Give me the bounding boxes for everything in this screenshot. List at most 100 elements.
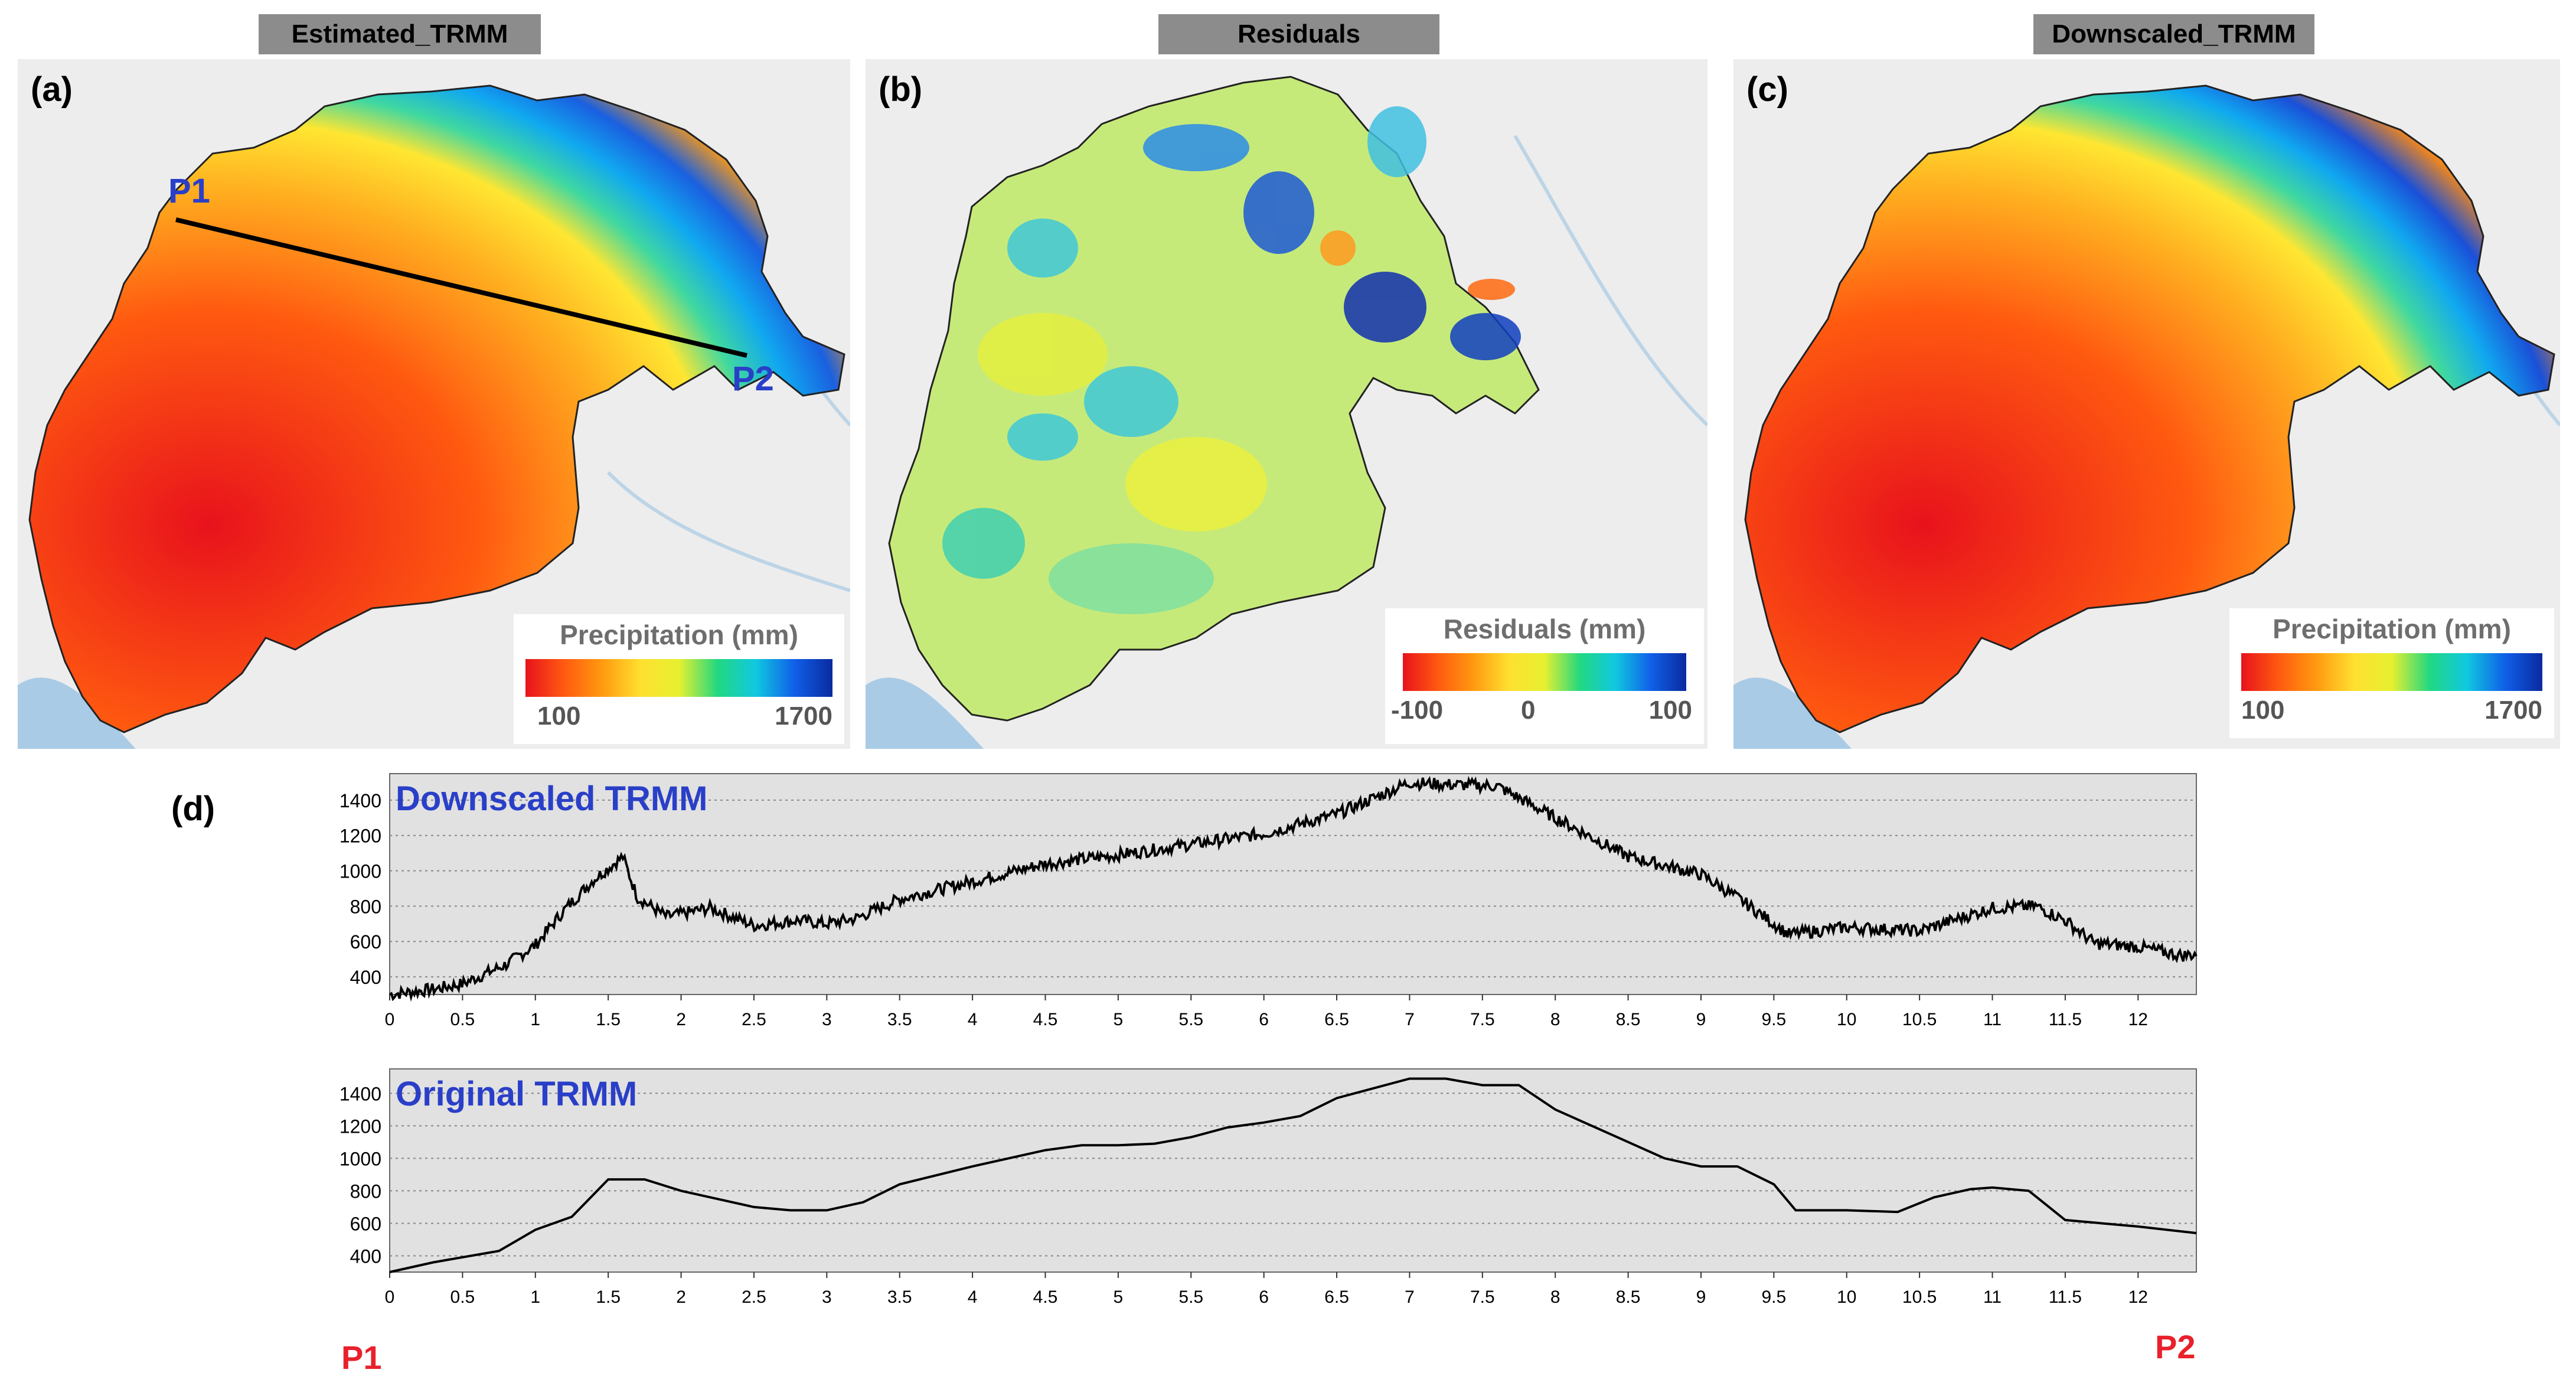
profile-start-label: P1 bbox=[341, 1339, 382, 1376]
chart1-xtick-label: 8 bbox=[1550, 1010, 1560, 1029]
chart1-xtick-label: 6 bbox=[1259, 1010, 1269, 1029]
chart1-xtick-label: 11 bbox=[1983, 1010, 2002, 1029]
chart2-xtick-label: 1.5 bbox=[596, 1287, 621, 1307]
chart1-ytick-label: 400 bbox=[350, 967, 381, 988]
legend-b-colorbar bbox=[1403, 653, 1686, 691]
chart1-xtick-label: 0.5 bbox=[450, 1010, 475, 1029]
legend-c-max: 1700 bbox=[2484, 696, 2542, 725]
chart2-xtick-label: 5 bbox=[1114, 1287, 1124, 1307]
panel-c-letter: (c) bbox=[1746, 70, 1788, 109]
legend-b-title: Residuals (mm) bbox=[1443, 614, 1646, 644]
chart1-xtick-label: 5 bbox=[1114, 1010, 1124, 1029]
panel-b-letter: (b) bbox=[879, 70, 923, 109]
chart1-xtick-label: 12 bbox=[2128, 1010, 2148, 1029]
legend-a-colorbar bbox=[525, 659, 832, 697]
chart2-xtick-label: 9.5 bbox=[1761, 1287, 1786, 1307]
basin-shape-c bbox=[1744, 84, 2555, 733]
chart2-xtick-label: 2.5 bbox=[742, 1287, 766, 1307]
chart2-xtick-label: 8 bbox=[1550, 1287, 1560, 1307]
chart2-ytick-label: 600 bbox=[350, 1213, 381, 1234]
chart1-xtick-label: 7 bbox=[1405, 1010, 1415, 1029]
chart2-xtick-label: 9 bbox=[1696, 1287, 1706, 1307]
chart2-xtick-label: 4 bbox=[968, 1287, 978, 1307]
chart2-xtick-label: 6.5 bbox=[1324, 1287, 1349, 1307]
chart2-xtick-label: 12 bbox=[2128, 1287, 2148, 1307]
chart1-ytick-label: 1400 bbox=[339, 790, 381, 811]
chart2-xtick-label: 3 bbox=[822, 1287, 832, 1307]
chart2-xtick-label: 0 bbox=[385, 1287, 395, 1307]
chart1-title: Downscaled TRMM bbox=[396, 780, 708, 818]
panel-c-title: Downscaled_TRMM bbox=[2033, 14, 2314, 54]
legend-c-title: Precipitation (mm) bbox=[2273, 614, 2511, 644]
chart1-xtick-label: 9.5 bbox=[1761, 1010, 1786, 1029]
chart2-series-line bbox=[389, 1077, 2197, 1273]
chart1-xtick-label: 8.5 bbox=[1616, 1010, 1641, 1029]
chart1-xtick-label: 5.5 bbox=[1178, 1010, 1203, 1029]
chart1-series-line bbox=[388, 775, 2198, 1002]
legend-c: Precipitation (mm) 100 1700 bbox=[2229, 608, 2554, 738]
chart2-xtick-label: 0.5 bbox=[450, 1287, 475, 1307]
panel-a-letter: (a) bbox=[31, 70, 73, 109]
legend-b: Residuals (mm) -100 0 100 bbox=[1385, 608, 1704, 744]
chart2-xtick-label: 3.5 bbox=[887, 1287, 912, 1307]
chart1-xtick-label: 10.5 bbox=[1902, 1010, 1937, 1029]
panel-a-title: Estimated_TRMM bbox=[259, 14, 541, 54]
chart2-ytick-label: 1400 bbox=[339, 1083, 381, 1104]
chart2-xtick-label: 11 bbox=[1983, 1287, 2002, 1307]
map-a-svg bbox=[18, 84, 850, 749]
map-panel-b: (b) Residuals (mm) -100 0 100 bbox=[866, 59, 1707, 749]
legend-a-title: Precipitation (mm) bbox=[560, 619, 798, 650]
chart2-xtick-label: 10.5 bbox=[1902, 1287, 1937, 1307]
p2-map-label: P2 bbox=[732, 360, 774, 398]
chart1-xtick-label: 3.5 bbox=[887, 1010, 912, 1029]
chart1-xtick-label: 1 bbox=[530, 1010, 540, 1029]
chart1-xtick-label: 1.5 bbox=[596, 1010, 621, 1029]
chart2-xtick-label: 10 bbox=[1837, 1287, 1856, 1307]
chart2-plot-area bbox=[389, 1068, 2197, 1273]
chart1-xtick-label: 7.5 bbox=[1470, 1010, 1495, 1029]
chart2-xtick-label: 4.5 bbox=[1033, 1287, 1058, 1307]
chart2-ytick-label: 800 bbox=[350, 1181, 381, 1202]
chart2-xtick-label: 1 bbox=[530, 1287, 540, 1307]
legend-b-max: 100 bbox=[1648, 696, 1692, 725]
basin-shape-a bbox=[28, 84, 845, 733]
legend-a-min: 100 bbox=[537, 702, 581, 731]
map-panel-c: (c) Precipitation (mm) 100 1700 bbox=[1733, 59, 2560, 749]
panel-b-title: Residuals bbox=[1158, 14, 1439, 54]
chart1-xtick-label: 4.5 bbox=[1033, 1010, 1058, 1029]
chart2-xtick-label: 6 bbox=[1259, 1287, 1269, 1307]
legend-a: Precipitation (mm) 100 1700 bbox=[514, 614, 844, 744]
legend-a-max: 1700 bbox=[775, 702, 832, 731]
chart2-ytick-label: 1000 bbox=[339, 1148, 381, 1169]
chart1-ytick-label: 1000 bbox=[339, 861, 381, 882]
chart2-ytick-label: 400 bbox=[350, 1245, 381, 1267]
map-c-svg bbox=[1733, 84, 2560, 749]
profile-line bbox=[175, 217, 747, 358]
chart2-ytick-label: 1200 bbox=[339, 1116, 381, 1137]
chart1-plot-area bbox=[389, 773, 2197, 995]
chart1-ytick-label: 600 bbox=[350, 931, 381, 953]
p1-map-label: P1 bbox=[168, 172, 210, 210]
profile-end-label: P2 bbox=[2155, 1328, 2196, 1365]
map-b-svg bbox=[866, 76, 1707, 749]
chart2-xtick-label: 7.5 bbox=[1470, 1287, 1495, 1307]
legend-c-min: 100 bbox=[2241, 696, 2285, 725]
map-panel-a: (a) P1 P2 Precipitation (mm) 100 1700 bbox=[18, 59, 850, 749]
chart1-xtick-label: 3 bbox=[822, 1010, 832, 1029]
panel-d-letter: (d) bbox=[171, 790, 216, 828]
chart1-xtick-label: 0 bbox=[385, 1010, 395, 1029]
legend-b-min: -100 bbox=[1391, 696, 1444, 725]
chart2-title: Original TRMM bbox=[396, 1075, 637, 1113]
chart1-xtick-label: 11.5 bbox=[2049, 1010, 2082, 1029]
chart2-xtick-label: 7 bbox=[1405, 1287, 1415, 1307]
legend-c-colorbar bbox=[2241, 653, 2542, 691]
residual-blobs bbox=[942, 106, 1521, 614]
chart2-xtick-label: 8.5 bbox=[1616, 1287, 1641, 1307]
chart2-xtick-label: 2 bbox=[676, 1287, 686, 1307]
chart1-xtick-label: 2.5 bbox=[742, 1010, 766, 1029]
chart2-xtick-label: 11.5 bbox=[2049, 1287, 2082, 1307]
chart2-xtick-label: 5.5 bbox=[1178, 1287, 1203, 1307]
chart1-xtick-label: 9 bbox=[1696, 1010, 1706, 1029]
legend-b-mid: 0 bbox=[1521, 696, 1536, 725]
